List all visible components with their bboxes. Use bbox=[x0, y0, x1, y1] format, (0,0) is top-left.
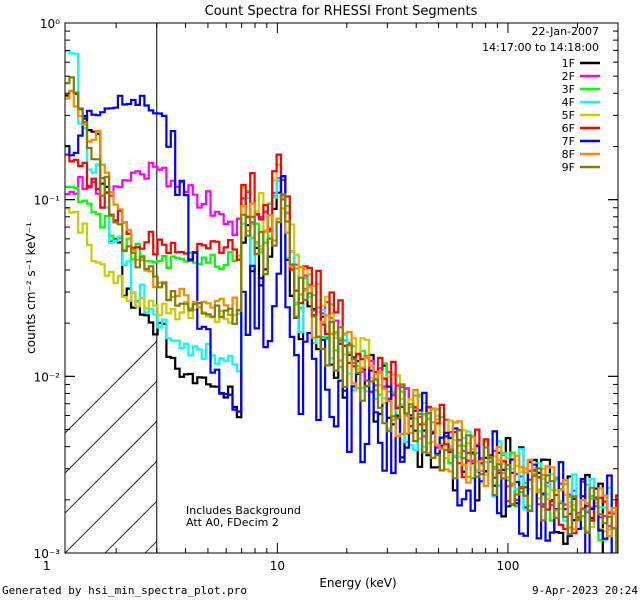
series-group bbox=[65, 50, 618, 553]
x-tick-label: 1 bbox=[43, 559, 51, 573]
legend-label-7F: 7F bbox=[562, 135, 575, 148]
legend-label-5F: 5F bbox=[562, 109, 575, 122]
y-tick-label: 10⁻² bbox=[34, 370, 61, 384]
y-tick-label: 10⁻¹ bbox=[34, 194, 61, 208]
plot-frame bbox=[64, 22, 619, 554]
y-tick-label: 10⁰ bbox=[40, 17, 60, 31]
generated-by-footer: Generated by hsi_min_spectra_plot.pro bbox=[2, 584, 248, 597]
legend-label-1F: 1F bbox=[562, 57, 575, 70]
time-range-label: 14:17:00 to 14:18:00 bbox=[482, 41, 599, 54]
legend-label-6F: 6F bbox=[562, 122, 575, 135]
y-tick-label: 10⁻³ bbox=[34, 547, 61, 561]
note-background: Includes Background bbox=[186, 504, 301, 517]
series-9F bbox=[65, 76, 618, 553]
chart-title: Count Spectra for RHESSI Front Segments bbox=[205, 4, 478, 19]
x-axis-label: Energy (keV) bbox=[319, 576, 396, 590]
x-tick-label: 10 bbox=[270, 559, 285, 573]
date-label: 22-Jan-2007 bbox=[532, 25, 600, 38]
timestamp-footer: 9-Apr-2023 20:24 bbox=[532, 584, 638, 597]
y-axis-label: counts cm⁻² s⁻¹ keV⁻¹ bbox=[24, 222, 38, 354]
legend-label-8F: 8F bbox=[562, 148, 575, 161]
legend-label-2F: 2F bbox=[562, 70, 575, 83]
x-tick-label: 100 bbox=[497, 559, 520, 573]
note-attenuator: Att A0, FDecim 2 bbox=[186, 516, 279, 529]
legend-label-3F: 3F bbox=[562, 83, 575, 96]
axes: 1 10 100 10⁰ 10⁻¹ 10⁻² 10⁻³ bbox=[34, 17, 619, 573]
legend-label-9F: 9F bbox=[562, 161, 575, 174]
legend-label-4F: 4F bbox=[562, 96, 575, 109]
